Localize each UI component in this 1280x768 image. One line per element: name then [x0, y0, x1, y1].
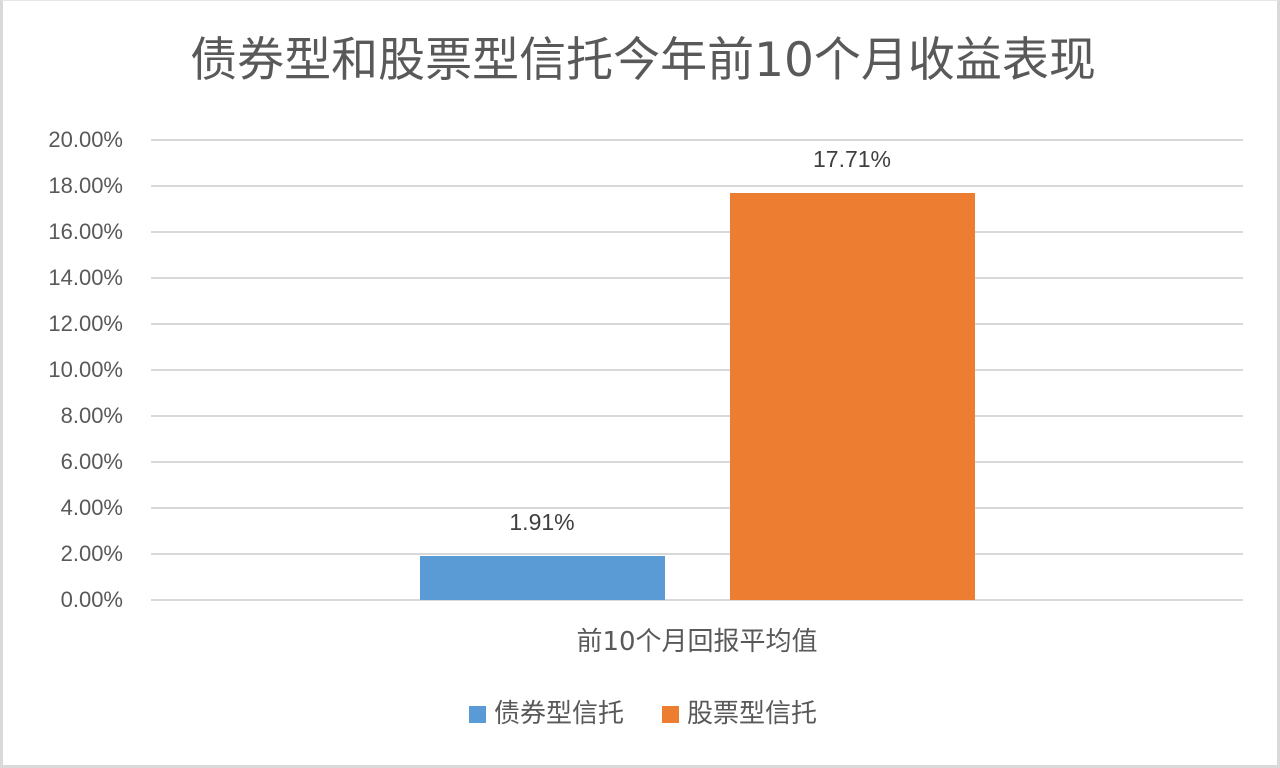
legend-label: 股票型信托 — [687, 699, 818, 729]
y-axis-tick-label: 4.00% — [60, 495, 123, 520]
y-axis-tick-label: 18.00% — [48, 173, 123, 198]
y-axis-tick-label: 14.00% — [48, 265, 123, 290]
bar-data-label: 1.91% — [509, 509, 575, 536]
legend-swatch-icon — [662, 705, 679, 723]
gridline — [151, 461, 1243, 463]
gridline — [151, 369, 1243, 371]
gridline — [151, 231, 1243, 233]
gridline — [151, 277, 1243, 279]
y-axis-tick-label: 10.00% — [48, 357, 123, 382]
y-axis-tick-label: 12.00% — [48, 311, 123, 336]
legend: 债券型信托 股票型信托 — [3, 697, 1280, 731]
plot-area: 1.91% 17.71% — [151, 139, 1243, 601]
legend-item-bond-trust: 债券型信托 — [468, 697, 624, 731]
y-axis-tick-label: 6.00% — [60, 449, 123, 474]
bar-stock-trust — [729, 192, 975, 600]
y-axis-tick-label: 16.00% — [48, 219, 123, 244]
gridline — [151, 139, 1243, 141]
gridline — [151, 415, 1243, 417]
bar-bond-trust — [419, 556, 665, 600]
gridline — [151, 323, 1243, 325]
legend-item-stock-trust: 股票型信托 — [662, 697, 817, 731]
legend-label: 债券型信托 — [493, 699, 624, 729]
gridline — [151, 599, 1243, 601]
chart-title: 债券型和股票型信托今年前10个月收益表现 — [190, 33, 1096, 88]
gridline — [151, 507, 1243, 509]
y-axis-tick-label: 20.00% — [48, 127, 123, 152]
bar-data-label: 17.71% — [812, 145, 891, 172]
gridline — [151, 553, 1243, 555]
gridline — [151, 185, 1243, 187]
y-axis-tick-label: 0.00% — [60, 587, 123, 612]
y-axis-tick-label: 2.00% — [60, 541, 123, 566]
y-axis-tick-label: 8.00% — [60, 403, 123, 428]
legend-swatch-icon — [468, 705, 486, 723]
x-axis-category-label: 前10个月回报平均值 — [576, 627, 818, 657]
